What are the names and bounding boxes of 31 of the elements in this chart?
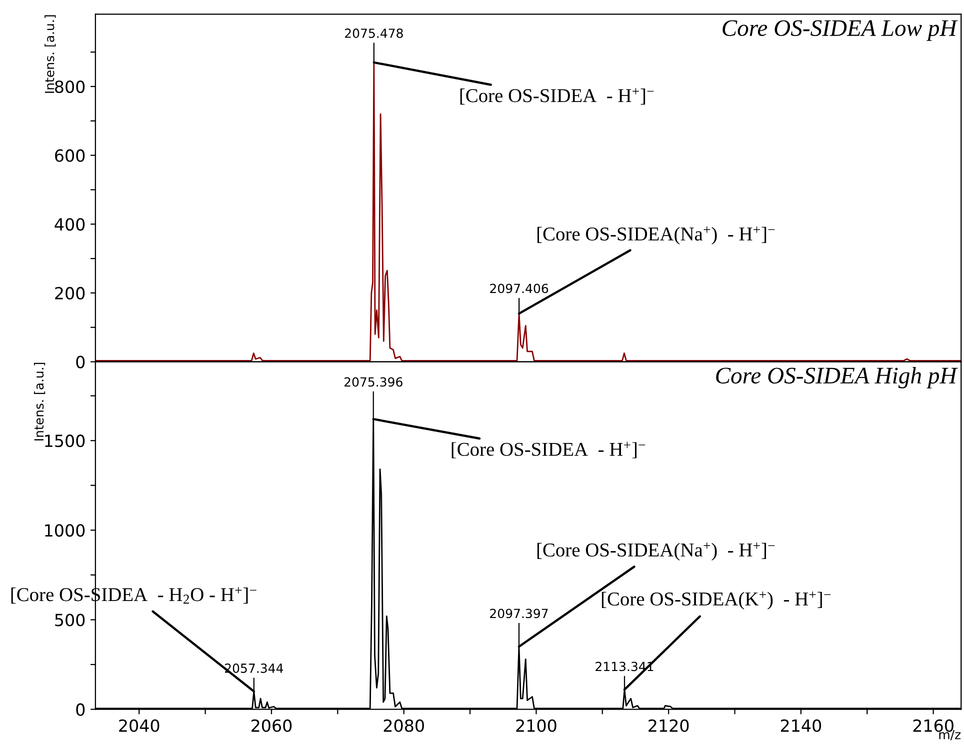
y-tick-label: 500 — [55, 614, 85, 626]
annotation: [Core OS-SIDEA(K$^{+}$) - H$^{+}$]$^{−}$ — [602, 591, 831, 610]
y-tick-label: 600 — [55, 149, 85, 162]
annotation: [Core OS-SIDEA - H$^{+}$]$^{−}$ — [460, 88, 654, 105]
y-tick-label: 1000 — [45, 524, 85, 537]
y-tick-label: 0 — [76, 703, 85, 716]
x-tick-label: 2120 — [648, 719, 689, 732]
annotation: 2075.396 — [344, 377, 402, 387]
annotation: 2097.397 — [490, 608, 548, 618]
x-tick-label: 2160 — [913, 719, 954, 732]
annotation: [Core OS-SIDEA(Na$^{+}$) - H$^{+}$]$^{−}$ — [537, 542, 775, 561]
y-tick-label: 800 — [55, 80, 85, 94]
y-tick-label: 400 — [54, 218, 85, 231]
y-axis-title: Intens. [a.u.] — [34, 362, 46, 440]
y-axis-title: Intens. [a.u.] — [44, 15, 56, 93]
annotation: 2075.478 — [345, 28, 403, 38]
x-axis-title: m/z — [939, 730, 961, 740]
x-tick-label: 2140 — [780, 719, 822, 732]
x-tick-label: 2060 — [251, 719, 292, 732]
x-tick-label: 2080 — [384, 719, 424, 732]
annotation: [Core OS-SIDEA(Na$^{+}$) - H$^{+}$]$^{−}$ — [537, 226, 775, 245]
annotation: [Core OS-SIDEA - H$^{+}$]$^{−}$ — [452, 442, 646, 458]
y-tick-label: 0 — [76, 356, 85, 368]
chart-title: Core OS-SIDEA Low pH — [722, 20, 958, 41]
x-tick-label: 2100 — [516, 719, 556, 732]
x-tick-label: 2040 — [119, 719, 160, 732]
annotation: 2097.406 — [490, 284, 548, 294]
y-tick-label: 200 — [55, 286, 85, 300]
y-tick-label: 1500 — [45, 434, 85, 448]
chart-title: Core OS-SIDEA High pH — [716, 366, 958, 388]
annotation: 2057.344 — [225, 664, 284, 673]
